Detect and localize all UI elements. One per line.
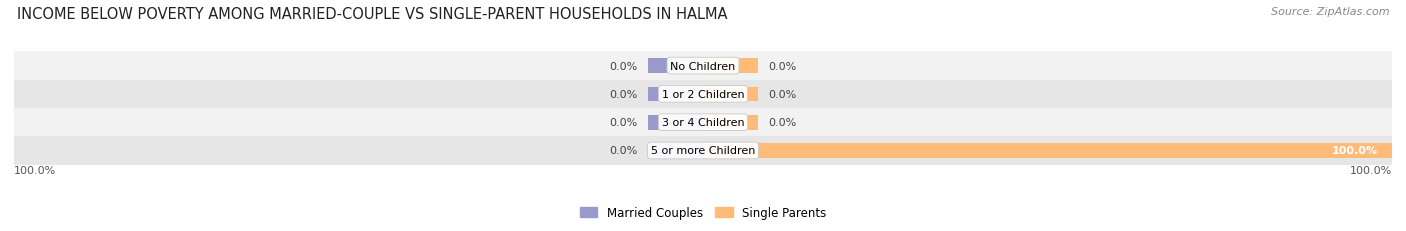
Text: 1 or 2 Children: 1 or 2 Children (662, 89, 744, 100)
Legend: Married Couples, Single Parents: Married Couples, Single Parents (575, 202, 831, 224)
Bar (14, 137, 1392, 165)
Bar (703, 143, 1392, 158)
Text: Source: ZipAtlas.com: Source: ZipAtlas.com (1271, 7, 1389, 17)
Text: 0.0%: 0.0% (769, 89, 797, 100)
Text: 5 or more Children: 5 or more Children (651, 146, 755, 156)
Text: 0.0%: 0.0% (609, 61, 637, 71)
Text: 100.0%: 100.0% (1350, 165, 1392, 175)
Bar (14, 80, 1392, 109)
Text: 100.0%: 100.0% (1331, 146, 1378, 156)
Bar (648, 115, 703, 130)
Text: 3 or 4 Children: 3 or 4 Children (662, 118, 744, 128)
Bar (648, 59, 703, 74)
Bar (14, 109, 1392, 137)
Text: 0.0%: 0.0% (609, 146, 637, 156)
Bar (703, 115, 758, 130)
Text: 0.0%: 0.0% (769, 118, 797, 128)
Bar (648, 87, 703, 102)
Text: 0.0%: 0.0% (769, 61, 797, 71)
Text: 100.0%: 100.0% (14, 165, 56, 175)
Bar (648, 143, 703, 158)
Bar (14, 52, 1392, 80)
Bar (703, 59, 758, 74)
Bar (703, 87, 758, 102)
Text: 0.0%: 0.0% (609, 118, 637, 128)
Text: No Children: No Children (671, 61, 735, 71)
Text: 0.0%: 0.0% (609, 89, 637, 100)
Text: INCOME BELOW POVERTY AMONG MARRIED-COUPLE VS SINGLE-PARENT HOUSEHOLDS IN HALMA: INCOME BELOW POVERTY AMONG MARRIED-COUPL… (17, 7, 727, 22)
